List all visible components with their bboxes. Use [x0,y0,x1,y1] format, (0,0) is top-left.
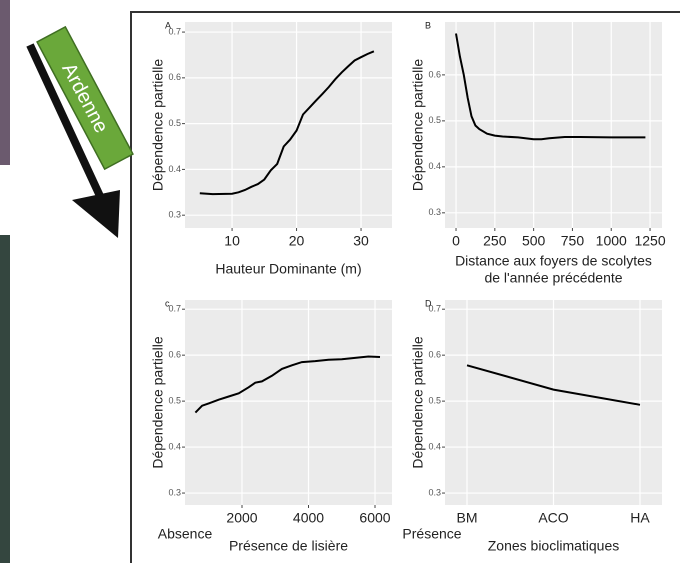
y-tick-label: 0.6 [168,72,181,82]
side-panel [0,235,10,563]
data-line [199,50,375,196]
y-tick-label: 0.5 [428,115,441,125]
x-tick-label: 2000 [226,510,257,526]
data-line [455,33,646,141]
data-line [466,364,641,406]
y-axis-title: Dépendence partielle [150,336,166,469]
y-tick-label: 0.4 [168,441,181,451]
y-tick-label: 0.7 [428,304,441,314]
x-axis-title: Présence de lisière [229,538,348,554]
y-tick-label: 0.3 [168,210,181,220]
panel-background [185,300,392,505]
x-axis-title: Distance aux foyers de scolytes [455,253,652,269]
y-tick-label: 0.6 [428,350,441,360]
y-tick-label: 0.5 [428,395,441,405]
panel-label: D [425,298,432,308]
y-axis-title: Dépendence partielle [410,336,426,469]
annotation: Absence [158,526,213,542]
x-tick-label: 750 [561,233,585,249]
data-line [194,355,381,414]
x-tick-label: HA [630,510,650,526]
side-image [0,0,10,165]
y-tick-label: 0.3 [428,207,441,217]
x-tick-label: 20 [289,233,305,249]
annotation: Présence [402,526,461,542]
x-tick-label: 1250 [634,233,665,249]
x-tick-label: 1000 [596,233,627,249]
panel-label: B [425,20,431,30]
x-tick-label: 4000 [293,510,324,526]
x-tick-label: 250 [483,233,507,249]
y-tick-label: 0.4 [428,161,441,171]
x-tick-label: 10 [224,233,240,249]
x-tick-label: 0 [452,233,460,249]
arrow [26,43,120,238]
x-tick-label: 6000 [359,510,390,526]
panel-background [445,22,662,228]
y-tick-label: 0.4 [428,441,441,451]
y-tick-label: 0.4 [168,164,181,174]
y-tick-label: 0.6 [428,69,441,79]
panel-label: c [165,298,170,308]
x-axis-title: de l'année précédente [484,270,622,286]
y-tick-label: 0.3 [428,487,441,497]
x-tick-label: 500 [522,233,546,249]
y-tick-label: 0.3 [168,487,181,497]
y-axis-title: Dépendence partielle [410,59,426,192]
x-tick-label: 30 [353,233,369,249]
x-axis-title: Zones bioclimatiques [488,538,620,554]
y-tick-label: 0.6 [168,350,181,360]
y-tick-label: 0.5 [168,395,181,405]
x-tick-label: BM [457,510,478,526]
x-tick-label: ACO [538,510,568,526]
panel-label: A [165,20,171,30]
y-tick-label: 0.7 [168,304,181,314]
x-axis-title: Hauteur Dominante (m) [215,261,361,277]
y-axis-title: Dépendence partielle [150,59,166,192]
y-tick-label: 0.7 [168,26,181,36]
y-tick-label: 0.5 [168,118,181,128]
